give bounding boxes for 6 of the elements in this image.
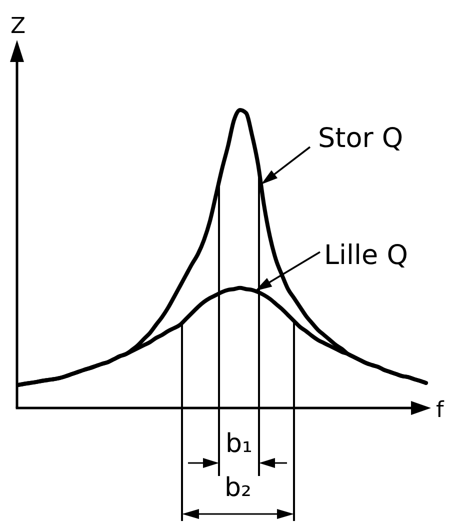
x-axis-title: f [436, 398, 445, 423]
y-axis-title: Z [10, 14, 26, 39]
legend-label: Lille Q [324, 240, 408, 271]
text: b₂ [224, 473, 252, 503]
text: b₁ [226, 429, 252, 459]
text: Stor Q [318, 123, 404, 154]
